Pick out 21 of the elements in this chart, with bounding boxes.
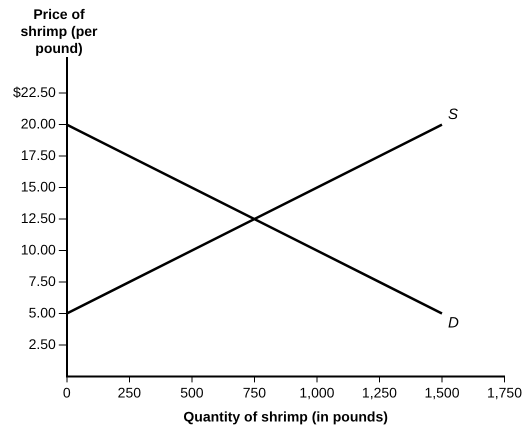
x-tick-label: 1,500 [424, 384, 460, 401]
annotation: S [448, 106, 458, 123]
x-tick-label: 250 [118, 384, 142, 401]
y-tick-label: 15.00 [20, 178, 56, 194]
annotation: D [448, 314, 459, 332]
y-tick-label: 12.50 [20, 210, 56, 226]
x-tick-label: 1,250 [362, 384, 398, 401]
y-tick-label: 17.50 [20, 147, 56, 163]
x-tick-label: 1,750 [486, 384, 522, 401]
x-tick-label: 500 [180, 384, 204, 401]
y-tick-label: 20.00 [20, 116, 56, 132]
x-tick-label: 0 [62, 384, 71, 401]
y-tick-label: 7.50 [28, 272, 56, 289]
x-tick-label: 1,000 [299, 384, 335, 401]
y-tick-label: $22.50 [12, 84, 56, 100]
x-tick-label: 750 [242, 384, 266, 401]
y-tick-label: 5.00 [28, 304, 56, 320]
y-tick-label: 2.50 [28, 336, 56, 352]
y-tick-label: 10.00 [20, 241, 56, 258]
y-axis-title: Price of shrimp (per pound) [18, 6, 100, 57]
x-axis-title: Quantity of shrimp (in pounds) [183, 408, 388, 424]
